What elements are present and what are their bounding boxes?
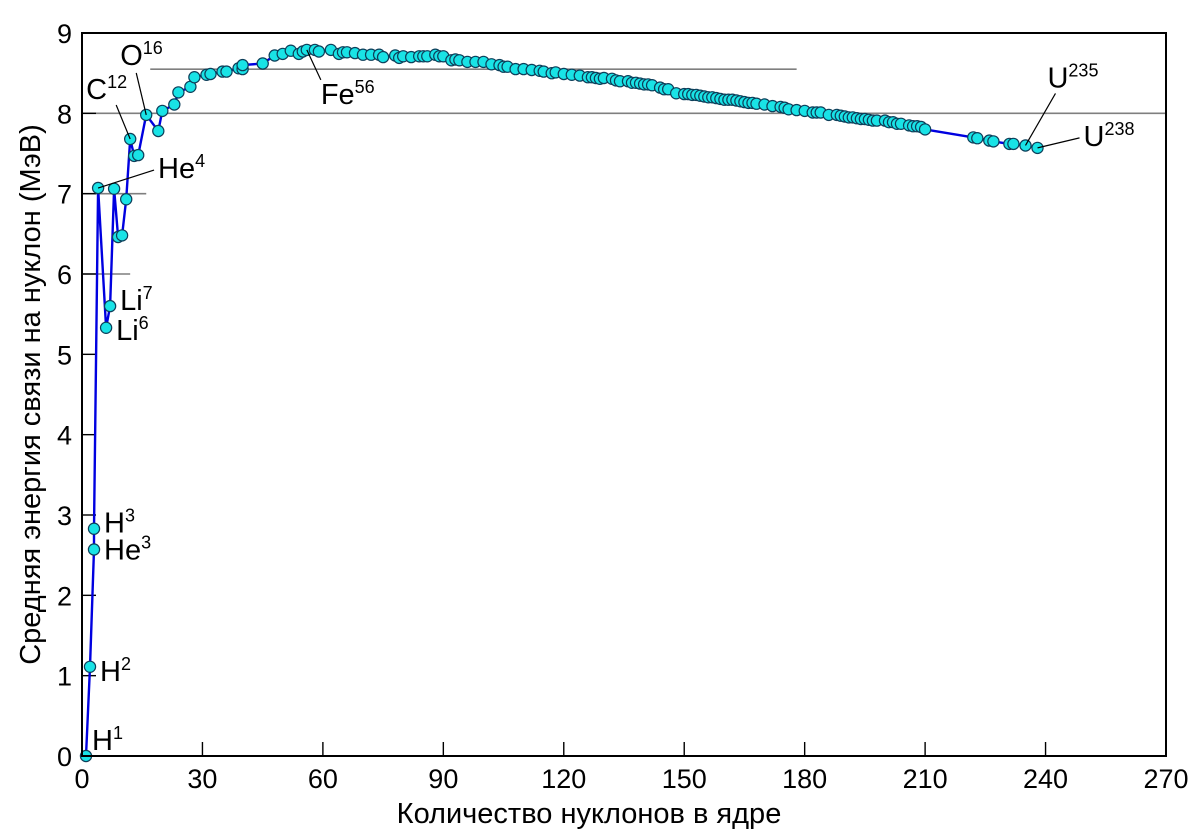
data-points <box>79 43 1044 763</box>
data-point <box>87 543 101 556</box>
y-tick-label-0: 0 <box>57 742 72 772</box>
isotope-label-h1: H1 <box>92 723 123 757</box>
data-point <box>119 193 133 206</box>
data-point <box>918 123 932 136</box>
isotope-label-he3: He3 <box>104 533 151 567</box>
annotation-leader-u238 <box>1037 137 1080 149</box>
data-point <box>188 70 201 84</box>
data-point <box>236 58 249 72</box>
data-point <box>152 124 165 138</box>
isotope-label-li7: Li7 <box>120 283 153 317</box>
isotope-label-h2: H2 <box>100 654 131 688</box>
y-tick-label-1: 1 <box>57 662 72 692</box>
isotope-label-u235: U235 <box>1047 60 1098 94</box>
data-point <box>1007 137 1020 151</box>
y-tick-label-8: 8 <box>57 99 72 129</box>
x-tick-label-9: 270 <box>1143 764 1188 794</box>
isotope-label-o16: O16 <box>120 38 163 72</box>
annotation-leader-fe56 <box>306 49 322 81</box>
y-tick-label-9: 9 <box>57 19 72 49</box>
data-point <box>83 660 97 674</box>
isotope-label-he4: He4 <box>158 151 205 185</box>
x-tick-label-4: 120 <box>541 764 586 794</box>
x-tick-label-8: 240 <box>1023 764 1068 794</box>
x-axis-title: Количество нуклонов в ядре <box>397 798 782 830</box>
plot-frame <box>81 32 1167 757</box>
data-point <box>971 131 984 145</box>
data-point <box>131 148 145 162</box>
y-axis-title: Средняя энергия связи на нуклон (МэВ) <box>15 124 47 665</box>
data-point <box>168 98 181 111</box>
annotation-leader-o16 <box>135 72 147 116</box>
data-point <box>1019 139 1032 152</box>
isotope-label-li6: Li6 <box>116 313 149 347</box>
y-tick-label-7: 7 <box>57 180 72 210</box>
x-tick-label-0: 0 <box>74 764 89 794</box>
data-point <box>987 135 1000 148</box>
data-point <box>156 104 169 118</box>
data-point <box>87 522 101 535</box>
x-tick-label-1: 30 <box>187 764 217 794</box>
y-tick-label-5: 5 <box>57 340 72 370</box>
data-point <box>376 50 390 64</box>
data-point <box>256 57 269 70</box>
annotation-leader-c12 <box>115 104 131 140</box>
data-point <box>204 67 217 81</box>
y-tick-label-2: 2 <box>57 581 72 611</box>
data-point <box>1031 141 1044 155</box>
annotation-leader-u235 <box>1024 93 1057 146</box>
data-point <box>220 65 233 78</box>
data-point <box>103 299 117 313</box>
x-tick-label-2: 60 <box>308 764 338 794</box>
data-point <box>107 182 121 195</box>
isotope-label-u238: U238 <box>1084 119 1135 153</box>
isotope-label-c12: C12 <box>86 72 127 106</box>
y-tick-label-6: 6 <box>57 260 72 290</box>
isotope-label-h3: H3 <box>104 506 135 540</box>
x-tick-label-7: 210 <box>903 764 948 794</box>
axis-ticks: 0 30 60 90 120 150 180 210 240 270 0 1 2 3 4 5 6 7 8 9 <box>57 19 1189 794</box>
data-point <box>99 321 113 334</box>
x-tick-label-5: 150 <box>662 764 707 794</box>
data-point <box>172 86 185 99</box>
y-tick-label-4: 4 <box>57 421 72 451</box>
y-tick-label-3: 3 <box>57 501 72 531</box>
annotation-leader-he4 <box>97 169 155 189</box>
x-tick-label-6: 180 <box>782 764 827 794</box>
data-point <box>115 229 129 242</box>
x-tick-label-3: 90 <box>428 764 458 794</box>
data-point <box>312 45 326 58</box>
isotope-label-fe56: Fe56 <box>321 77 375 111</box>
